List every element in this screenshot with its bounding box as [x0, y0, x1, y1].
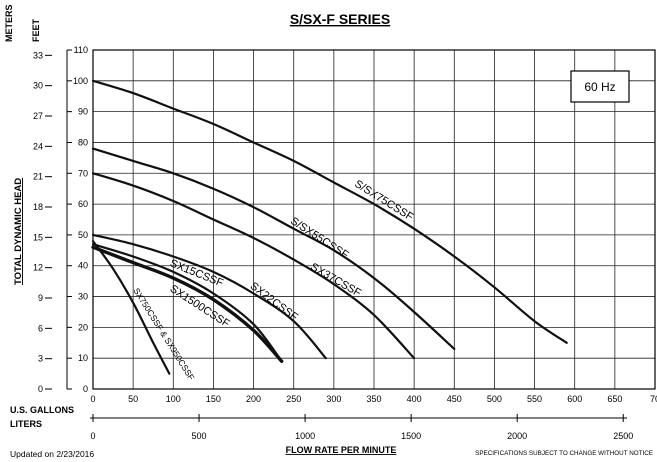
- meters-tick-label-8: 24: [33, 141, 43, 151]
- curve-label-1: S/SX55CSSF: [288, 215, 351, 262]
- grid-layer: [92, 49, 656, 390]
- meters-tick-label-1: 3: [38, 354, 43, 364]
- feet-tick-label-10: 100: [73, 76, 88, 86]
- gallons-tick-label-0: 0: [90, 394, 95, 404]
- meters-tick-labels: 0 3 6 9 12 15 18 21 24 27 30 33: [33, 50, 52, 394]
- gallons-tick-labels: 0 50 100 150 200 250 300 350 400 450 500 550 600 650 7…: [90, 394, 657, 404]
- gallons-tick-label-7: 350: [366, 394, 381, 404]
- meters-tick-label-11: 33: [33, 50, 43, 60]
- feet-unit-label: FEET: [31, 18, 41, 42]
- gallons-tick-label-9: 450: [447, 394, 462, 404]
- gallons-tick-label-12: 600: [567, 394, 582, 404]
- curve-label-0: S/SX75CSSF: [352, 178, 415, 224]
- curve-layer: [91, 79, 568, 375]
- meters-tick-label-2: 6: [38, 323, 43, 333]
- gallons-tick-label-3: 150: [206, 394, 221, 404]
- curve-label-3: SX22CSSF: [248, 280, 300, 324]
- liters-tick-label-1: 500: [192, 431, 207, 441]
- curve-4: [91, 243, 283, 363]
- feet-tick-labels: 0 10 20 30 40 50 60 70 80 90 100 110: [66, 45, 88, 394]
- frequency-label: 60 Hz: [584, 80, 615, 94]
- feet-tick-label-6: 60: [78, 199, 88, 209]
- meters-tick-label-10: 30: [33, 81, 43, 91]
- gallons-tick-label-4: 200: [246, 394, 261, 404]
- curve-2: [91, 172, 416, 360]
- gallons-tick-label-11: 550: [527, 394, 542, 404]
- meters-tick-label-5: 15: [33, 232, 43, 242]
- gallons-tick-label-1: 50: [128, 394, 138, 404]
- feet-tick-label-3: 30: [78, 292, 88, 302]
- meters-tick-label-6: 18: [33, 202, 43, 212]
- meters-tick-label-9: 27: [33, 111, 43, 121]
- meters-tick-label-4: 12: [33, 263, 43, 273]
- liters-unit-label: LITERS: [10, 419, 42, 429]
- curve-0: [91, 79, 568, 344]
- liters-tick-label-3: 1500: [401, 431, 421, 441]
- curve-label-2: SX37CSSF: [308, 261, 363, 300]
- gallons-tick-label-13: 650: [607, 394, 622, 404]
- curve-3: [91, 233, 327, 360]
- spec-note: SPECIFICATIONS SUBJECT TO CHANGE WITHOUT…: [475, 450, 653, 457]
- curve-6: [91, 240, 171, 375]
- gallons-tick-label-2: 100: [166, 394, 181, 404]
- feet-tick-label-2: 20: [78, 322, 88, 332]
- feet-tick-label-0: 0: [83, 384, 88, 394]
- curve-1: [91, 147, 456, 350]
- meters-tick-label-0: 0: [38, 384, 43, 394]
- plot-frame: [92, 49, 656, 390]
- x-axis-label: FLOW RATE PER MINUTE: [286, 445, 397, 455]
- meters-tick-label-7: 21: [33, 172, 43, 182]
- y-axis-label: TOTAL DYNAMIC HEAD: [13, 178, 24, 285]
- feet-tick-label-4: 40: [78, 261, 88, 271]
- gallons-tick-label-8: 400: [407, 394, 422, 404]
- liters-tick-label-2: 1000: [295, 431, 315, 441]
- meters-tick-label-3: 9: [38, 293, 43, 303]
- gallons-tick-label-14: 70: [650, 394, 657, 404]
- updated-note: Updated on 2/23/2016: [10, 449, 94, 459]
- feet-tick-label-8: 80: [78, 137, 88, 147]
- gallons-tick-label-10: 500: [487, 394, 502, 404]
- liters-tick-label-4: 2000: [507, 431, 527, 441]
- feet-tick-label-1: 10: [78, 353, 88, 363]
- frequency-box: 60 Hz: [570, 70, 630, 103]
- meters-unit-label: METERS: [4, 4, 14, 42]
- feet-tick-label-5: 50: [78, 230, 88, 240]
- chart-title: S/SX-F SERIES: [290, 11, 390, 27]
- liters-tick-label-5: 2500: [613, 431, 633, 441]
- gallons-tick-label-5: 250: [286, 394, 301, 404]
- gallons-tick-label-6: 300: [326, 394, 341, 404]
- feet-tick-label-7: 70: [78, 168, 88, 178]
- gallons-unit-label: U.S. GALLONS: [10, 405, 74, 415]
- liters-tick-label-0: 0: [90, 431, 95, 441]
- curve-5: [91, 245, 284, 363]
- feet-tick-label-9: 90: [78, 107, 88, 117]
- feet-tick-label-11: 110: [74, 45, 88, 55]
